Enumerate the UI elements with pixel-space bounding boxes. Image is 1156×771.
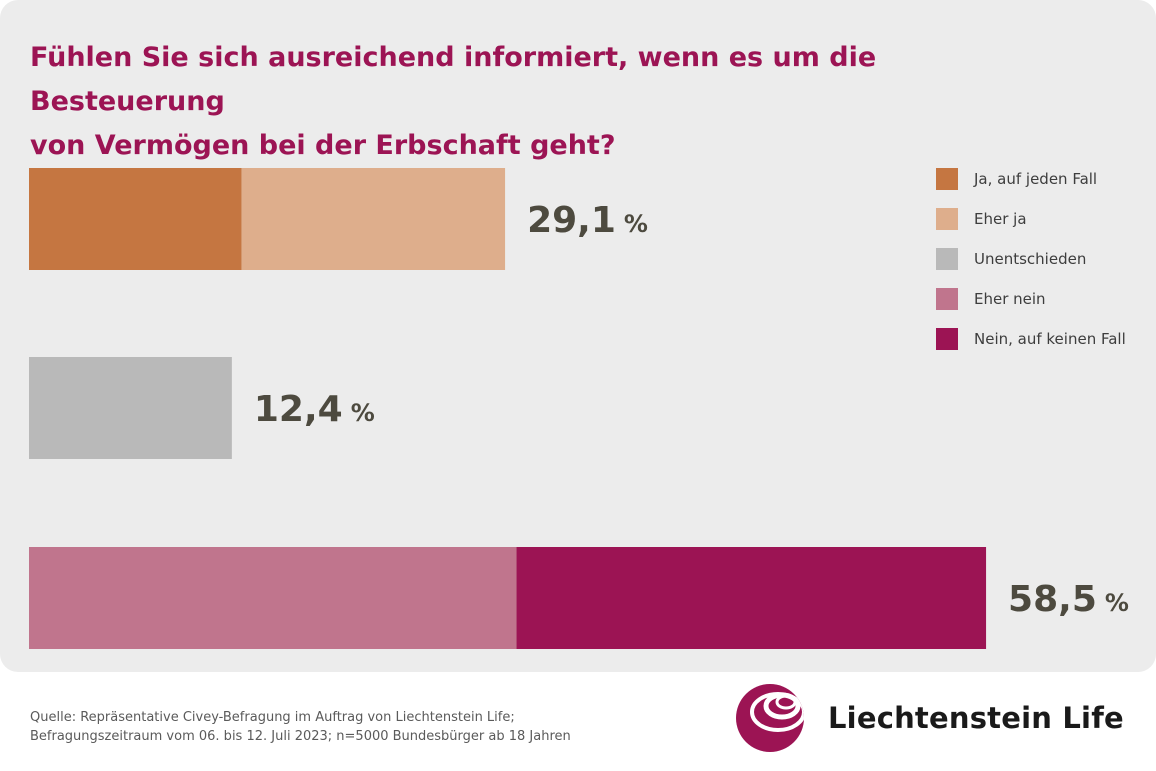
bar-chart: 29,1 % 12,4 % 58,5% xyxy=(29,168,1129,649)
chart-title: Fühlen Sie sich ausreichend informiert, … xyxy=(30,36,1030,168)
legend-item-4: Eher nein xyxy=(936,288,1126,310)
brand-logo: Liechtenstein Life xyxy=(734,682,1124,754)
legend-item-5: Nein, auf keinen Fall xyxy=(936,328,1126,350)
brand-name: Liechtenstein Life xyxy=(828,701,1124,735)
legend-swatch xyxy=(936,208,958,230)
bar-value-label-2: 12,4% xyxy=(254,389,375,430)
legend-swatch xyxy=(936,168,958,190)
source-note: Quelle: Repräsentative Civey-Befragung i… xyxy=(30,708,571,746)
chart-legend: Ja, auf jeden Fall Eher ja Unentschieden Eh… xyxy=(936,168,1126,368)
chart-title-line-2: von Vermögen bei der Erbschaft geht? xyxy=(30,130,616,161)
chart-title-line-1: Fühlen Sie sich ausreichend informiert, … xyxy=(30,42,877,117)
bar-value-label-3: 58,5% xyxy=(1008,579,1129,620)
source-line-2: Befragungszeitraum vom 06. bis 12. Juli … xyxy=(30,729,571,744)
legend-swatch xyxy=(936,248,958,270)
legend-label: Eher nein xyxy=(974,290,1046,308)
legend-label: Ja, auf jeden Fall xyxy=(974,170,1098,188)
legend-item-1: Ja, auf jeden Fall xyxy=(936,168,1126,190)
bar-segment-1-1 xyxy=(29,168,242,270)
spiral-sphere-icon xyxy=(736,684,804,752)
bar-segment-3-2 xyxy=(516,547,987,649)
legend-label: Unentschieden xyxy=(974,250,1087,268)
bar-segment-1-2 xyxy=(241,168,506,270)
legend-label: Eher ja xyxy=(974,210,1027,228)
bar-value-label-1: 29,1% xyxy=(527,200,648,241)
bar-segment-3-1 xyxy=(29,547,517,649)
legend-swatch xyxy=(936,328,958,350)
legend-label: Nein, auf keinen Fall xyxy=(974,330,1126,348)
source-line-1: Quelle: Repräsentative Civey-Befragung i… xyxy=(30,710,515,725)
bar-segment-2-1 xyxy=(29,357,232,459)
legend-swatch xyxy=(936,288,958,310)
legend-item-3: Unentschieden xyxy=(936,248,1126,270)
legend-item-2: Eher ja xyxy=(936,208,1126,230)
